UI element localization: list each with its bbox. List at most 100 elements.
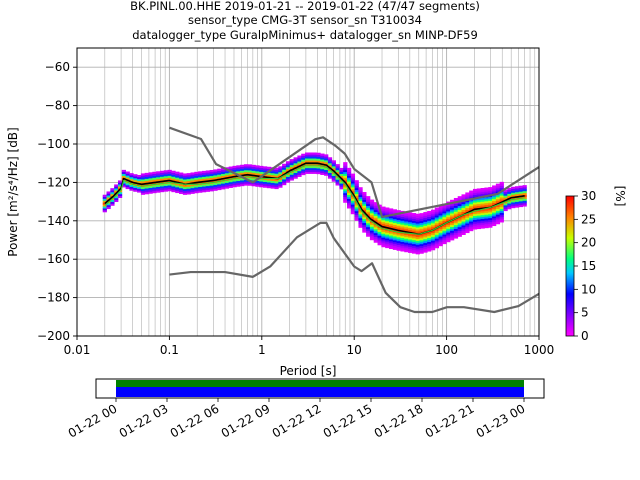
histogram-cell xyxy=(343,200,348,203)
histogram-cell xyxy=(270,172,275,176)
histogram-cell xyxy=(404,240,409,243)
histogram-cell xyxy=(400,241,405,244)
histogram-cell xyxy=(488,204,493,207)
histogram-cell xyxy=(499,193,504,196)
histogram-cell xyxy=(427,239,432,242)
histogram-cell xyxy=(408,233,413,236)
histogram-cell xyxy=(205,187,210,190)
histogram-cell xyxy=(499,202,504,206)
histogram-cell xyxy=(259,181,264,184)
histogram-cell xyxy=(148,191,153,194)
histogram-cell xyxy=(480,216,485,220)
histogram-cell xyxy=(179,187,184,191)
histogram-cell xyxy=(312,171,317,174)
histogram-cell xyxy=(438,222,443,226)
histogram-cell xyxy=(446,224,451,227)
histogram-cell xyxy=(324,160,329,163)
histogram-cell xyxy=(514,203,520,206)
histogram-cell xyxy=(209,171,214,175)
histogram-cell xyxy=(404,225,409,228)
histogram-cell xyxy=(213,186,218,189)
histogram-cell xyxy=(388,221,394,225)
histogram-cell xyxy=(148,174,153,177)
histogram-cell xyxy=(366,199,371,203)
histogram-cell xyxy=(369,230,375,233)
histogram-cell xyxy=(450,238,455,241)
histogram-cell xyxy=(163,183,168,186)
histogram-cell xyxy=(457,201,462,205)
histogram-cell xyxy=(327,170,333,173)
histogram-cell xyxy=(404,219,409,222)
histogram-cell xyxy=(381,239,386,242)
histogram-cell xyxy=(518,187,523,190)
histogram-cell xyxy=(125,183,130,186)
histogram-cell xyxy=(209,173,214,177)
histogram-cell xyxy=(388,231,394,234)
histogram-cell xyxy=(415,238,420,241)
histogram-cell xyxy=(419,238,424,241)
x-axis-label: Period [s] xyxy=(280,364,337,378)
histogram-cell xyxy=(396,219,401,222)
histogram-cell xyxy=(213,188,218,191)
histogram-cell xyxy=(270,186,275,189)
histogram-cell xyxy=(446,205,451,208)
histogram-cell xyxy=(377,212,382,215)
histogram-cell xyxy=(232,169,237,172)
histogram-cell xyxy=(388,239,394,242)
histogram-cell xyxy=(423,242,428,245)
histogram-cell xyxy=(114,184,119,187)
histogram-cell xyxy=(247,170,252,173)
timeline-psd-bar xyxy=(116,387,524,397)
histogram-cell xyxy=(461,232,466,235)
histogram-cell xyxy=(465,202,470,205)
histogram-cell xyxy=(385,240,390,243)
histogram-cell xyxy=(377,218,382,221)
histogram-cell xyxy=(434,240,440,243)
histogram-cell xyxy=(366,198,371,201)
histogram-cell xyxy=(205,185,210,189)
histogram-cell xyxy=(457,196,462,199)
histogram-cell xyxy=(461,194,466,197)
histogram-cell xyxy=(285,176,291,179)
histogram-cell xyxy=(182,177,188,180)
axes-frame xyxy=(76,47,540,337)
histogram-cell xyxy=(335,177,340,180)
histogram-cell xyxy=(358,214,363,217)
histogram-cell xyxy=(396,235,401,238)
histogram-cell xyxy=(301,172,306,176)
histogram-cell xyxy=(518,191,523,194)
histogram-cell xyxy=(518,201,523,204)
histogram-cell xyxy=(388,246,394,250)
histogram-cell xyxy=(488,225,493,228)
histogram-cell xyxy=(469,190,474,193)
histogram-cell xyxy=(198,171,203,174)
histogram-cell xyxy=(404,244,409,247)
histogram-cell xyxy=(117,193,123,197)
histogram-cell xyxy=(484,199,489,202)
histogram-cell xyxy=(369,224,375,227)
histogram-cell xyxy=(465,228,470,232)
histogram-cell xyxy=(495,218,501,221)
histogram-cell xyxy=(411,222,417,225)
histogram-cell xyxy=(205,176,210,179)
histogram-cell xyxy=(247,181,252,184)
histogram-cell xyxy=(362,201,367,204)
histogram-cell xyxy=(301,161,306,164)
histogram-cell xyxy=(358,219,363,223)
histogram-cell xyxy=(419,215,424,218)
histogram-cell xyxy=(270,174,275,178)
histogram-cell xyxy=(388,235,394,238)
histogram-cell xyxy=(110,192,115,195)
histogram-cell xyxy=(190,187,195,191)
histogram-cell xyxy=(408,250,413,253)
histogram-cell xyxy=(316,168,321,171)
histogram-cell xyxy=(331,179,336,182)
histogram-cell xyxy=(381,237,386,240)
histogram-cell xyxy=(415,217,420,220)
histogram-cell xyxy=(472,215,478,218)
histogram-cell xyxy=(209,185,214,188)
histogram-cell xyxy=(190,180,195,183)
histogram-cell xyxy=(266,174,272,177)
histogram-cell xyxy=(450,222,455,226)
histogram-cell xyxy=(488,202,493,205)
